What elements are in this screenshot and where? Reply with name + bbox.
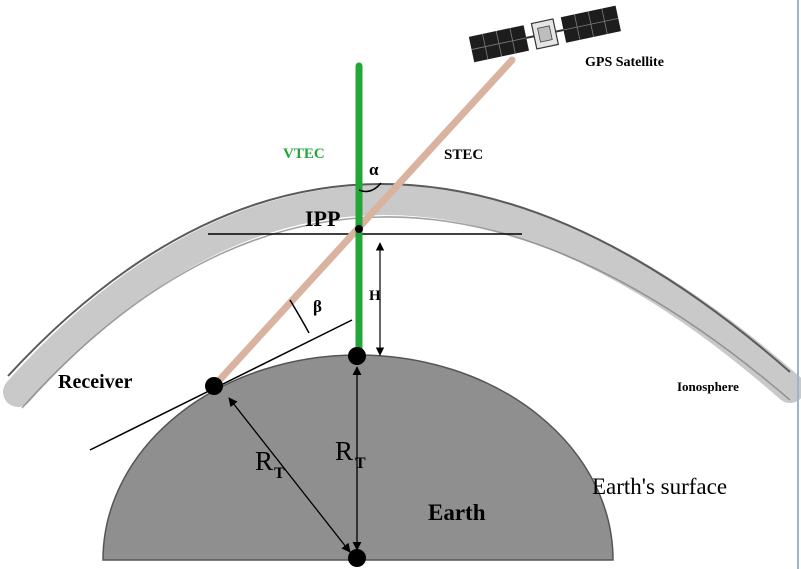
rt-arrow-receiver — [228, 397, 351, 553]
alpha-angle-arc — [358, 182, 382, 193]
ipp-dot — [355, 225, 363, 233]
rt-main-left: R — [255, 446, 273, 476]
rt-label-left: R T — [255, 446, 285, 482]
rt-sub-right: T — [355, 455, 366, 472]
surface-dot — [348, 347, 366, 365]
receiver-dot — [205, 377, 223, 395]
vtec-label: VTEC — [283, 146, 325, 162]
rt-main-right: R — [335, 436, 353, 466]
ionosphere-label: Ionosphere — [677, 379, 739, 394]
rt-label-right: R T — [335, 436, 366, 472]
stec-label: STEC — [444, 147, 483, 163]
rt-sub-left: T — [274, 465, 285, 482]
earths-surface-label: Earth's surface — [592, 474, 727, 499]
earth-label: Earth — [428, 500, 486, 525]
stec-line — [210, 56, 516, 390]
earth-center-dot — [348, 549, 366, 567]
receiver-label: Receiver — [58, 371, 133, 393]
h-label: H — [369, 288, 381, 304]
gps-satellite-label: GPS Satellite — [585, 55, 664, 70]
satellite-icon — [468, 5, 621, 63]
beta-label: β — [313, 297, 322, 316]
image-frame-edge — [797, 0, 799, 569]
alpha-label: α — [369, 160, 379, 179]
ipp-label: IPP — [305, 206, 340, 231]
beta-angle-arc — [289, 299, 310, 334]
